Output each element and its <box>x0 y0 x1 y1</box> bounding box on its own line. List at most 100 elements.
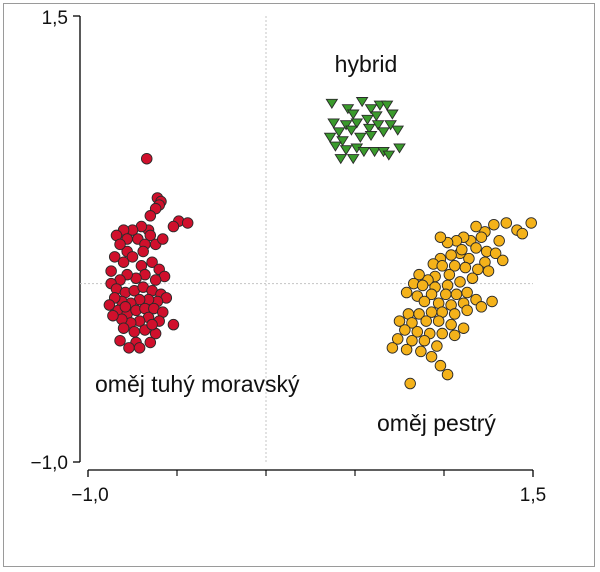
data-point-om-j-pestr <box>400 343 413 356</box>
data-point-om-j-tuh-moravsk <box>114 334 126 347</box>
data-point-om-j-pestr <box>391 333 404 345</box>
data-point-om-j-pestr <box>459 261 472 274</box>
data-point-hybrid <box>350 118 364 129</box>
data-point-om-j-pestr <box>404 377 416 390</box>
data-point-om-j-pestr <box>470 242 482 254</box>
x-tick-label-left: −1,0 <box>71 485 109 506</box>
data-point-om-j-tuh-moravsk <box>167 220 180 233</box>
data-point-om-j-tuh-moravsk <box>146 256 158 268</box>
data-point-hybrid <box>346 109 360 120</box>
data-point-om-j-tuh-moravsk <box>140 152 153 165</box>
data-point-om-j-tuh-moravsk <box>117 322 130 334</box>
data-point-hybrid <box>364 104 378 115</box>
data-point-om-j-pestr <box>500 217 513 229</box>
data-point-om-j-pestr <box>475 231 488 243</box>
data-point-om-j-pestr <box>443 268 456 281</box>
data-point-hybrid <box>371 120 385 131</box>
data-point-hybrid <box>339 120 353 131</box>
data-point-om-j-tuh-moravsk <box>107 309 119 322</box>
y-tick-label-bottom: −1,0 <box>30 453 68 474</box>
data-point-om-j-pestr <box>496 254 509 267</box>
data-point-om-j-pestr <box>436 260 448 272</box>
data-point-om-j-tuh-moravsk <box>123 342 135 354</box>
data-point-om-j-pestr <box>448 329 461 342</box>
data-point-om-j-tuh-moravsk <box>167 318 180 331</box>
data-point-om-j-tuh-moravsk <box>144 210 157 222</box>
data-point-om-j-tuh-moravsk <box>137 245 149 258</box>
data-point-om-j-tuh-moravsk <box>108 251 121 263</box>
data-point-hybrid <box>386 109 399 120</box>
data-point-om-j-pestr <box>406 334 418 347</box>
data-point-om-j-pestr <box>470 220 482 233</box>
data-point-om-j-pestr <box>400 286 413 299</box>
data-point-om-j-pestr <box>432 315 445 327</box>
plot-axes <box>73 15 534 477</box>
data-point-hybrid <box>391 125 405 136</box>
data-point-om-j-pestr <box>441 368 454 381</box>
data-point-hybrid <box>384 120 397 131</box>
data-point-om-j-tuh-moravsk <box>105 265 117 277</box>
data-point-hybrid <box>329 141 342 152</box>
data-point-om-j-pestr <box>411 326 424 338</box>
data-point-om-j-pestr <box>457 322 470 334</box>
data-point-hybrid <box>325 98 339 109</box>
data-point-om-j-pestr <box>486 295 498 308</box>
data-point-om-j-pestr <box>434 231 447 243</box>
data-point-om-j-pestr <box>406 317 418 329</box>
data-point-om-j-tuh-moravsk <box>146 318 158 331</box>
data-point-hybrid <box>355 97 369 108</box>
data-point-hybrid <box>364 130 378 142</box>
data-point-om-j-tuh-moravsk <box>133 342 146 354</box>
data-point-om-j-pestr <box>425 350 438 363</box>
data-point-om-j-pestr <box>448 308 461 320</box>
data-point-hybrid <box>368 147 381 158</box>
data-point-om-j-tuh-moravsk <box>117 256 130 268</box>
data-point-om-j-pestr <box>450 288 463 301</box>
data-point-om-j-tuh-moravsk <box>149 274 162 286</box>
data-point-hybrid <box>323 132 337 143</box>
data-point-om-j-pestr <box>489 247 502 260</box>
data-point-om-j-pestr <box>425 288 438 301</box>
data-point-hybrid <box>362 123 376 134</box>
annotation-hybrid: hybrid <box>335 51 398 77</box>
data-point-om-j-tuh-moravsk <box>144 336 157 349</box>
data-point-hybrid <box>339 145 353 156</box>
annotation-omej-tuhy-moravsky: oměj tuhý moravský <box>95 371 300 397</box>
data-point-hybrid <box>341 104 355 115</box>
data-point-om-j-pestr <box>461 286 473 299</box>
y-tick-label-top: 1,5 <box>42 8 68 29</box>
data-point-om-j-pestr <box>466 272 479 284</box>
data-point-om-j-pestr <box>525 217 537 229</box>
data-point-om-j-pestr <box>482 265 495 277</box>
data-point-hybrid <box>357 147 371 158</box>
data-point-om-j-tuh-moravsk <box>114 238 126 251</box>
data-point-om-j-pestr <box>416 279 429 292</box>
data-point-om-j-pestr <box>386 342 399 354</box>
data-point-om-j-pestr <box>418 295 431 308</box>
data-point-hybrid <box>336 136 349 147</box>
data-point-hybrid <box>332 127 346 138</box>
data-point-om-j-pestr <box>436 327 448 340</box>
data-point-om-j-pestr <box>461 304 473 317</box>
data-point-om-j-pestr <box>431 340 443 352</box>
x-tick-label-right: 1,5 <box>520 485 546 506</box>
data-point-om-j-tuh-moravsk <box>157 233 169 245</box>
data-point-om-j-tuh-moravsk <box>128 326 141 338</box>
data-point-om-j-pestr <box>445 318 457 331</box>
data-point-om-j-pestr <box>475 301 488 313</box>
data-point-om-j-pestr <box>493 235 505 247</box>
data-point-hybrid <box>377 127 390 138</box>
data-point-hybrid <box>346 154 360 165</box>
data-point-om-j-pestr <box>445 249 457 261</box>
data-point-om-j-pestr <box>440 288 452 301</box>
data-point-om-j-tuh-moravsk <box>181 217 194 229</box>
data-point-hybrid <box>354 132 367 143</box>
data-points <box>103 97 537 390</box>
data-point-hybrid <box>327 118 340 129</box>
figure-frame <box>3 3 595 567</box>
data-point-om-j-tuh-moravsk <box>144 229 157 242</box>
data-point-om-j-tuh-moravsk <box>126 251 139 263</box>
data-point-om-j-tuh-moravsk <box>119 301 132 313</box>
data-point-om-j-pestr <box>420 315 432 327</box>
